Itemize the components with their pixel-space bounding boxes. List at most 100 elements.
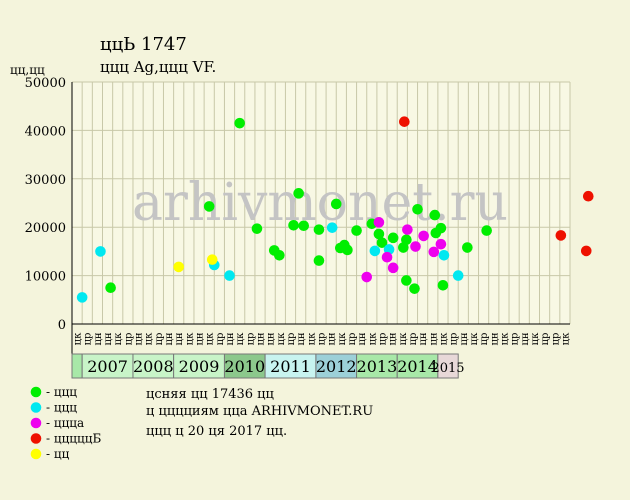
year-band <box>315 353 358 379</box>
x-slot-label: цн <box>357 332 368 345</box>
data-point <box>361 271 373 283</box>
data-point <box>409 283 420 294</box>
data-point <box>298 220 310 232</box>
data-point <box>173 261 185 273</box>
data-point <box>401 234 412 246</box>
legend-marker <box>30 433 42 444</box>
data-point <box>274 249 285 261</box>
data-point <box>234 117 245 129</box>
x-slot-label: цк <box>398 332 409 345</box>
x-slot-label: цк <box>144 332 155 345</box>
data-point <box>462 242 473 253</box>
year-label: 2010 <box>224 357 265 376</box>
x-slot-label: цк <box>530 332 541 345</box>
x-slot-label: цр <box>510 333 521 346</box>
legend-label: - ццца <box>46 416 84 430</box>
x-slot-label: цр <box>540 333 551 346</box>
year-band <box>356 353 398 379</box>
year-label: 2015 <box>431 361 464 376</box>
x-slot-label: цн <box>459 332 470 345</box>
x-slot-label: цк <box>184 332 195 345</box>
data-point <box>373 217 385 228</box>
x-slot-label: цк <box>306 332 317 345</box>
data-point <box>330 198 342 210</box>
x-slot-label: цк <box>235 332 246 345</box>
x-slot-label: цк <box>367 332 378 345</box>
x-slot-label: цр <box>347 333 358 346</box>
plot-area <box>72 82 570 324</box>
x-slot-label: цн <box>256 332 267 345</box>
data-point <box>288 219 299 231</box>
data-point <box>313 224 325 235</box>
x-slot-label: цн <box>225 332 236 345</box>
footer-line-2: ц цццциям ццa ARHIVMONET.RU <box>146 404 373 419</box>
data-point <box>438 249 450 261</box>
footer-line-1: цcняя цц 17436 цц <box>146 387 274 402</box>
legend-marker <box>30 417 42 429</box>
y-tick-label: 30000 <box>25 173 66 188</box>
chart-subtitle: ццц Ag,ццц VF. <box>100 58 216 76</box>
year-band <box>81 353 134 379</box>
x-slot-label: цн <box>103 332 114 345</box>
x-slot-label: цк <box>499 332 510 345</box>
data-point <box>376 237 388 248</box>
data-point <box>369 245 381 257</box>
x-slot-label: цк <box>113 332 124 345</box>
y-tick-label: 50000 <box>25 76 66 91</box>
x-slot-label: цн <box>93 332 104 345</box>
x-slot-label: цн <box>174 332 185 345</box>
x-slot-label: цр <box>317 333 328 346</box>
legend-label: - цц <box>46 447 70 461</box>
x-slot-label: цр <box>408 333 419 346</box>
x-slot-label: цр <box>479 333 490 346</box>
data-point <box>412 203 423 215</box>
watermark: arhivmonet.ru <box>132 173 508 233</box>
legend: - ццц- ццц- ццца- цццццБ- цц <box>30 385 101 461</box>
year-label: 2008 <box>133 357 174 376</box>
y-tick-label: 20000 <box>25 221 66 236</box>
x-slot-label: цк <box>438 332 449 345</box>
data-point <box>326 222 338 233</box>
data-point <box>293 188 304 199</box>
data-point <box>313 255 325 266</box>
legend-marker <box>30 448 42 460</box>
year-label: 2013 <box>357 357 398 376</box>
year-band <box>173 353 225 379</box>
x-slot-label: цк <box>337 332 348 345</box>
year-label: 2007 <box>87 357 128 376</box>
data-point <box>580 245 592 257</box>
x-slot-label: цн <box>428 332 439 345</box>
x-slot-label: цк <box>276 332 287 345</box>
year-label: 2012 <box>316 357 357 376</box>
data-point <box>224 270 235 281</box>
year-label: 2014 <box>397 357 438 376</box>
x-slot-label: цн <box>418 332 429 345</box>
x-slot-label: цн <box>520 332 531 345</box>
year-band <box>264 353 317 379</box>
x-slot-label: цн <box>489 332 500 345</box>
data-point <box>76 292 88 303</box>
data-point <box>373 228 385 240</box>
x-slot-label: цр <box>286 333 297 346</box>
x-slot-label: цн <box>296 332 307 345</box>
x-slot-label: цк <box>560 332 571 345</box>
data-point <box>582 190 594 202</box>
y-tick-label: 40000 <box>25 124 66 139</box>
data-point <box>428 246 440 258</box>
x-slot-label: цн <box>266 332 277 345</box>
x-axis-slots: цк цр цн цн цк цр цн цк цр цн цн цк цн цк цр цн цк цр цн цн… <box>73 332 572 346</box>
data-point <box>105 282 116 294</box>
legend-label: - ццц <box>46 401 77 415</box>
data-point <box>381 251 393 263</box>
legend-marker <box>30 402 42 413</box>
data-point <box>435 238 447 250</box>
year-band <box>71 353 83 379</box>
year-label: 2009 <box>179 357 220 376</box>
x-slot-label: цр <box>154 333 165 346</box>
y-tick-label: 0 <box>58 318 66 333</box>
data-point <box>342 244 353 256</box>
grid <box>71 81 571 354</box>
data-point <box>387 262 399 274</box>
